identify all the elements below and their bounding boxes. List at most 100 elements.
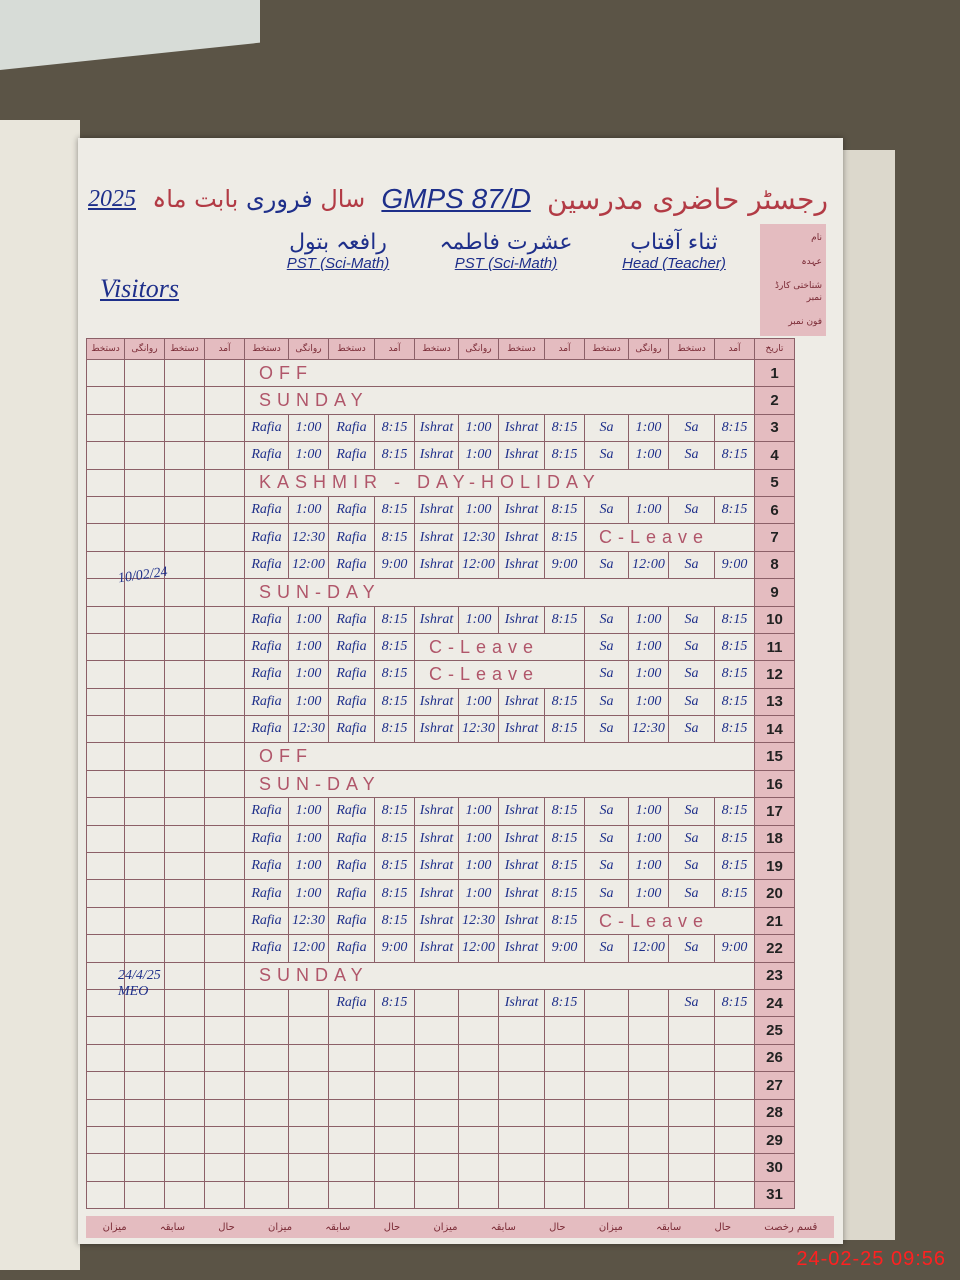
departure-time: 12:30	[288, 715, 329, 744]
row-note: SUNDAY	[244, 386, 755, 415]
arrival-time: 8:15	[714, 632, 755, 662]
departure-sign: Ishrat	[414, 852, 459, 881]
footer-label: سابقہ	[159, 1221, 186, 1233]
departure-sign: Ishrat	[414, 797, 459, 826]
visitor-cell	[86, 1043, 125, 1073]
table-row: SUNDAY 2	[86, 386, 795, 415]
departure-sign: Sa	[584, 413, 629, 443]
arrival-time	[374, 1098, 415, 1127]
month-label: بابت ماہ	[152, 185, 239, 213]
arrival-sign: Rafia	[328, 605, 375, 634]
departure-sign: Rafia	[244, 797, 289, 826]
arrival-sign: Rafia	[328, 441, 375, 470]
departure-sign: Ishrat	[414, 523, 459, 552]
visitor-cell	[204, 879, 245, 908]
departure-sign: Sa	[584, 715, 629, 744]
departure-time: 1:00	[458, 441, 499, 470]
visitor-cell	[86, 1016, 125, 1045]
departure-time: 1:00	[288, 441, 329, 470]
visitor-cell	[204, 906, 245, 936]
departure-time: 12:30	[458, 523, 499, 552]
arrival-sign	[328, 1153, 375, 1182]
visitor-cell	[124, 687, 165, 717]
visitor-cell	[124, 523, 165, 552]
table-row: Rafia 1:00 Rafia 8:15 C-Leave Sa 1:00 Sa 8:15 12	[86, 660, 795, 689]
departure-time	[288, 1071, 329, 1100]
arrival-sign	[498, 1180, 545, 1210]
departure-sign: Ishrat	[414, 687, 459, 717]
arrival-sign: Ishrat	[498, 687, 545, 717]
visitor-cell	[164, 660, 205, 689]
column-header-arrival: آمد	[714, 338, 755, 360]
attendance-table: دستخط روانگی دستخط آمد دستخط روانگی دستخط آمد دس…	[86, 338, 795, 1210]
teacher-3: ثناء آفتاب Head (Teacher)	[590, 230, 758, 272]
departure-sign: Rafia	[244, 413, 289, 443]
departure-time: 12:00	[288, 550, 329, 580]
departure-sign	[244, 1043, 289, 1073]
side-label-designation: عہدہ	[801, 257, 822, 267]
visitor-cell	[86, 523, 125, 552]
table-row: 30	[86, 1153, 795, 1182]
table-row: 27	[86, 1071, 795, 1100]
arrival-sign	[498, 1098, 545, 1127]
arrival-sign: Rafia	[328, 988, 375, 1018]
visitor-cell	[164, 715, 205, 744]
departure-time: 1:00	[628, 687, 669, 717]
date-cell: 21	[754, 906, 795, 936]
visitor-cell	[86, 550, 125, 580]
departure-time: 1:00	[458, 797, 499, 826]
column-header-sign: دستخط	[86, 338, 125, 360]
month-line: سال فروری بابت ماہ	[152, 185, 365, 213]
departure-time	[628, 988, 669, 1018]
departure-time: 1:00	[628, 413, 669, 443]
column-header-sign: دستخط	[244, 338, 289, 360]
arrival-sign	[668, 1153, 715, 1182]
departure-sign	[244, 1153, 289, 1182]
arrival-sign: Sa	[668, 660, 715, 689]
arrival-time: 8:15	[374, 632, 415, 662]
arrival-time	[714, 1125, 755, 1155]
side-label-name: نام	[811, 233, 822, 243]
visitor-cell	[124, 742, 165, 771]
arrival-sign: Ishrat	[498, 495, 545, 525]
visitor-cell	[124, 852, 165, 881]
visitor-cell	[164, 769, 205, 799]
departure-sign: Rafia	[244, 441, 289, 470]
arrival-sign: Ishrat	[498, 797, 545, 826]
visitor-cell	[86, 660, 125, 689]
departure-time	[288, 1016, 329, 1045]
arrival-time	[544, 1125, 585, 1155]
departure-sign: Rafia	[244, 824, 289, 854]
arrival-time: 8:15	[544, 715, 585, 744]
departure-sign: Rafia	[244, 852, 289, 881]
visitor-cell	[124, 1043, 165, 1073]
arrival-time: 8:15	[374, 660, 415, 689]
departure-sign: Ishrat	[414, 441, 459, 470]
departure-time: 1:00	[628, 632, 669, 662]
visitor-cell	[164, 413, 205, 443]
date-cell: 6	[754, 495, 795, 525]
departure-sign	[414, 1043, 459, 1073]
leave-note: C-Leave	[584, 906, 755, 936]
arrival-time	[544, 1153, 585, 1182]
table-row: OFF 15	[86, 742, 795, 771]
visitor-cell	[204, 660, 245, 689]
table-row: Rafia 12:30 Rafia 8:15 Ishrat 12:30 Ishrat 8:15…	[86, 715, 795, 744]
departure-time: 1:00	[628, 495, 669, 525]
table-row: Rafia 1:00 Rafia 8:15 Ishrat 1:00 Ishrat 8:15 Sa…	[86, 413, 795, 443]
departure-sign	[584, 1071, 629, 1100]
arrival-sign	[328, 1125, 375, 1155]
visitor-cell	[86, 413, 125, 443]
visitor-cell	[204, 523, 245, 552]
visitor-cell	[204, 715, 245, 744]
departure-sign: Rafia	[244, 687, 289, 717]
arrival-time: 8:15	[714, 879, 755, 908]
row-note: SUN-DAY	[244, 769, 755, 799]
teacher-1: رافعہ بتول PST (Sci-Math)	[254, 230, 422, 272]
departure-time: 12:00	[628, 934, 669, 963]
arrival-time	[374, 1125, 415, 1155]
arrival-time: 8:15	[374, 797, 415, 826]
visitor-cell	[164, 852, 205, 881]
teacher-designation: PST (Sci-Math)	[286, 255, 390, 272]
footer-label: سابقہ	[325, 1221, 351, 1233]
